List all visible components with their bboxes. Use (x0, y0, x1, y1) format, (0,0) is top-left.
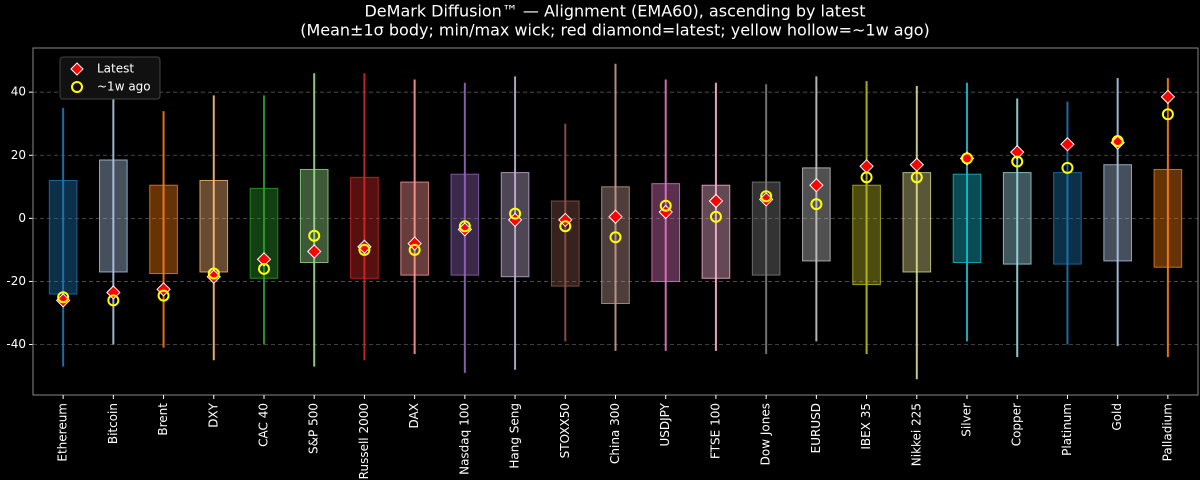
x-tick-label: DXY (206, 402, 220, 427)
latest-marker (859, 159, 874, 174)
week-ago-marker (1011, 155, 1024, 168)
x-tick-label: Gold (1110, 403, 1124, 431)
week-ago-marker (709, 210, 722, 223)
week-ago-marker (810, 198, 823, 211)
x-tick-label: Hang Seng (508, 403, 522, 469)
legend-marker (70, 62, 84, 76)
x-tick-label: Silver (960, 403, 974, 437)
body (701, 184, 731, 279)
y-tick-label: -20 (6, 274, 26, 288)
body (601, 186, 630, 305)
body (852, 184, 881, 286)
x-tick-label: Bitcoin (106, 403, 120, 444)
y-tick-label: 0 (18, 211, 26, 225)
x-tick-label: China 300 (608, 403, 622, 464)
y-tick-label: -40 (6, 337, 26, 351)
x-tick-label: Russell 2000 (357, 403, 371, 479)
legend-marker (71, 81, 83, 93)
x-tick-label: Nikkei 225 (909, 403, 923, 466)
body (651, 183, 681, 282)
week-ago-marker (509, 207, 522, 220)
body (802, 167, 831, 262)
week-ago-marker (860, 171, 873, 184)
week-ago-marker (107, 294, 120, 307)
y-tick-label: 20 (11, 148, 26, 162)
body (1153, 168, 1183, 268)
legend-label: ~1w ago (97, 80, 151, 94)
latest-marker (407, 236, 422, 251)
x-tick-label: USDJPY (658, 402, 672, 446)
x-tick-label: DAX (407, 403, 421, 428)
week-ago-marker (157, 289, 170, 302)
legend-box (59, 56, 161, 100)
chart-title: DeMark Diffusion™ — Alignment (EMA60), a… (364, 2, 865, 21)
body (1002, 172, 1032, 265)
body (99, 159, 128, 273)
latest-marker (1010, 144, 1025, 160)
chart-subtitle: (Mean±1σ body; min/max wick; red diamond… (300, 21, 930, 40)
x-tick-label: IBEX 35 (859, 403, 873, 450)
x-tick-label: Brent (156, 403, 170, 436)
latest-marker (608, 209, 623, 224)
week-ago-marker (1061, 161, 1074, 174)
body (149, 184, 178, 275)
latest-marker (1160, 89, 1176, 105)
x-tick-label: Nasdaq 100 (457, 403, 471, 475)
x-tick-label: CAC 40 (256, 403, 270, 447)
week-ago-marker (458, 220, 471, 233)
week-ago-marker (910, 171, 923, 184)
x-tick-label: S&P 500 (307, 403, 321, 454)
latest-marker (357, 239, 372, 254)
body (952, 173, 982, 264)
week-ago-marker (57, 291, 70, 304)
body (400, 181, 429, 276)
week-ago-marker (1111, 135, 1124, 148)
body (350, 176, 379, 279)
week-ago-marker (760, 190, 773, 203)
latest-marker (256, 252, 272, 267)
latest-marker (306, 244, 322, 259)
week-ago-marker (257, 262, 270, 275)
week-ago-marker (961, 152, 974, 165)
x-tick-label: Copper (1010, 403, 1024, 446)
latest-marker (909, 157, 925, 172)
week-ago-marker (609, 231, 622, 244)
body (902, 172, 932, 273)
week-ago-marker (1161, 108, 1174, 121)
week-ago-marker (659, 199, 672, 212)
body (199, 179, 229, 273)
week-ago-marker (207, 267, 220, 280)
latest-marker (809, 178, 824, 193)
x-tick-label: STOXX50 (558, 403, 572, 458)
x-tick-label: Dow Jones (759, 403, 773, 465)
latest-marker (708, 193, 724, 209)
x-tick-label: Platinum (1060, 403, 1074, 456)
y-tick-label: 40 (11, 85, 26, 99)
week-ago-marker (408, 243, 421, 256)
x-tick-label: Ethereum (56, 403, 70, 462)
latest-marker (1060, 137, 1075, 152)
week-ago-marker (559, 220, 572, 233)
legend-label: Latest (97, 62, 134, 76)
body (1103, 164, 1132, 262)
x-tick-label: Palladium (1160, 403, 1174, 461)
body (48, 179, 78, 295)
x-tick-label: FTSE 100 (708, 403, 722, 459)
week-ago-marker (358, 243, 371, 256)
week-ago-marker (308, 229, 321, 242)
body (1053, 172, 1082, 265)
x-tick-label: EURUSD (809, 403, 823, 453)
